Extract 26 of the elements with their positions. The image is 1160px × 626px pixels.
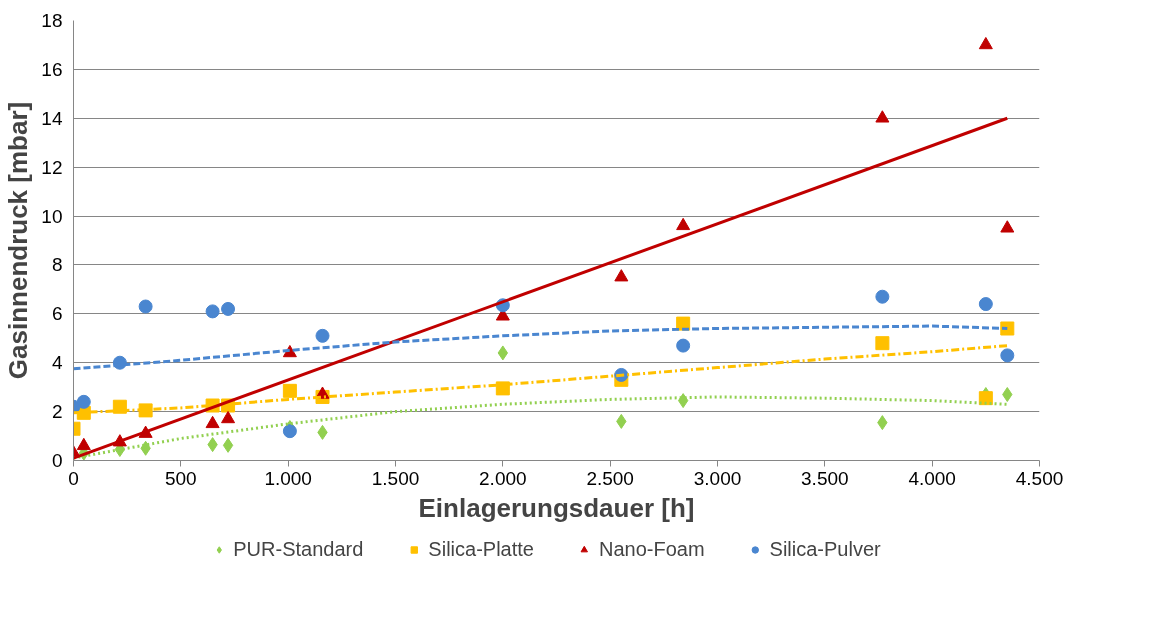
y-tick-label: 12 — [41, 156, 63, 178]
x-tick-label: 4.500 — [1015, 467, 1064, 489]
x-tick-label: 2.000 — [479, 467, 527, 489]
x-tick-label: 1.000 — [264, 467, 312, 489]
y-tick-label: 10 — [41, 205, 63, 227]
y-tick-label: 16 — [41, 58, 63, 80]
x-tick-label: 3.000 — [693, 467, 742, 489]
legend-label: PUR-Standard — [233, 537, 364, 561]
x-tick-label: 500 — [164, 467, 197, 489]
y-tick-label: 4 — [51, 352, 63, 374]
y-tick-label: 8 — [51, 254, 63, 276]
x-axis-title: Einlagerungsdauer [h] — [418, 492, 695, 523]
y-tick-label: 18 — [41, 10, 63, 31]
y-tick-label: 14 — [41, 107, 63, 129]
x-tick-label: 3.500 — [801, 467, 849, 489]
x-tick-label: 0 — [68, 467, 79, 489]
y-tick-label: 6 — [51, 303, 63, 325]
x-tick-label: 2.500 — [586, 467, 634, 489]
y-axis-title: Gasinnendruck [mbar] — [3, 101, 34, 380]
x-tick-label: 1.500 — [371, 467, 420, 489]
legend-label: Silica-Platte — [428, 537, 534, 561]
legend-label: Silica-Pulver — [769, 537, 881, 561]
y-tick-label: 2 — [51, 401, 63, 423]
y-tick-label: 0 — [51, 450, 63, 471]
legend-label: Nano-Foam — [598, 537, 705, 561]
x-tick-label: 4.000 — [908, 467, 956, 489]
